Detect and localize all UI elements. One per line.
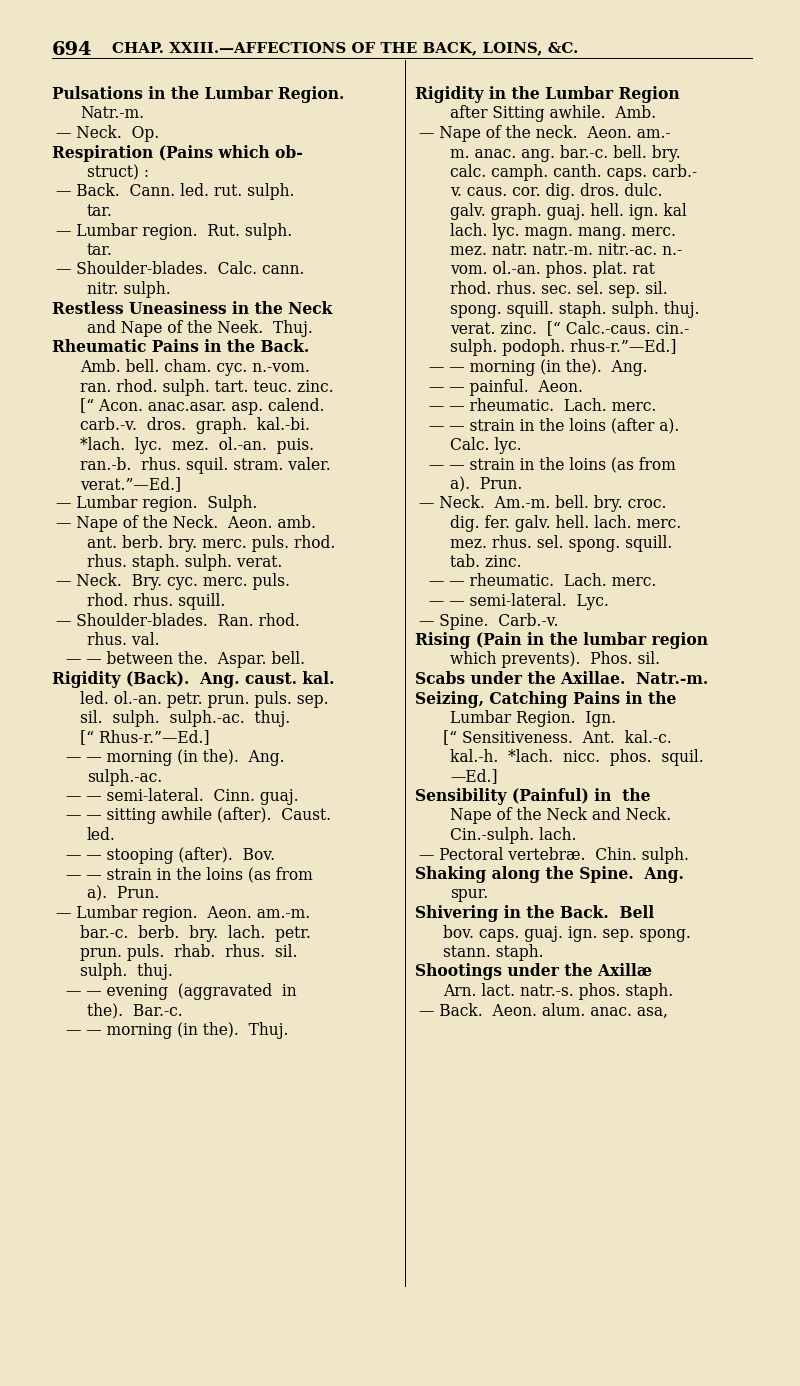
Text: — — morning (in the).  Ang.: — — morning (in the). Ang. [429,359,648,376]
Text: a).  Prun.: a). Prun. [450,475,522,493]
Text: Amb. bell. cham. cyc. n.-vom.: Amb. bell. cham. cyc. n.-vom. [80,359,310,376]
Text: — — between the.  Aspar. bell.: — — between the. Aspar. bell. [66,651,305,668]
Text: — Back.  Cann. led. rut. sulph.: — Back. Cann. led. rut. sulph. [56,183,294,201]
Text: Respiration (Pains which ob-: Respiration (Pains which ob- [52,144,302,162]
Text: galv. graph. guaj. hell. ign. kal: galv. graph. guaj. hell. ign. kal [450,202,686,220]
Text: Rheumatic Pains in the Back.: Rheumatic Pains in the Back. [52,340,310,356]
Text: — Neck.  Am.-m. bell. bry. croc.: — Neck. Am.-m. bell. bry. croc. [419,496,666,513]
Text: dig. fer. galv. hell. lach. merc.: dig. fer. galv. hell. lach. merc. [450,516,682,532]
Text: which prevents).  Phos. sil.: which prevents). Phos. sil. [450,651,660,668]
Text: Sensibility (Painful) in  the: Sensibility (Painful) in the [415,789,650,805]
Text: — — stooping (after).  Bov.: — — stooping (after). Bov. [66,847,275,863]
Text: rhus. staph. sulph. verat.: rhus. staph. sulph. verat. [87,554,282,571]
Text: Pulsations in the Lumbar Region.: Pulsations in the Lumbar Region. [52,86,344,103]
Text: stann. staph.: stann. staph. [443,944,544,960]
Text: and Nape of the Neek.  Thuj.: and Nape of the Neek. Thuj. [87,320,313,337]
Text: vom. ol.-an. phos. plat. rat: vom. ol.-an. phos. plat. rat [450,262,655,279]
Text: v. caus. cor. dig. dros. dulc.: v. caus. cor. dig. dros. dulc. [450,183,662,201]
Text: — — strain in the loins (as from: — — strain in the loins (as from [429,456,676,474]
Text: — — painful.  Aeon.: — — painful. Aeon. [429,378,583,395]
Text: tar.: tar. [87,202,113,220]
Text: — — evening  (aggravated  in: — — evening (aggravated in [66,983,297,1001]
Text: Lumbar Region.  Ign.: Lumbar Region. Ign. [450,710,616,728]
Text: verat.”—Ed.]: verat.”—Ed.] [80,475,181,493]
Text: led.: led. [87,827,116,844]
Text: [“ Sensitiveness.  Ant.  kal.-c.: [“ Sensitiveness. Ant. kal.-c. [443,729,672,747]
Text: — Back.  Aeon. alum. anac. asa,: — Back. Aeon. alum. anac. asa, [419,1002,668,1020]
Text: bar.-c.  berb.  bry.  lach.  petr.: bar.-c. berb. bry. lach. petr. [80,924,311,941]
Text: sulph.  thuj.: sulph. thuj. [80,963,173,980]
Text: spur.: spur. [450,886,488,902]
Text: *lach.  lyc.  mez.  ol.-an.  puis.: *lach. lyc. mez. ol.-an. puis. [80,437,314,455]
Text: Seizing, Catching Pains in the: Seizing, Catching Pains in the [415,690,676,707]
Text: spong. squill. staph. sulph. thuj.: spong. squill. staph. sulph. thuj. [450,301,699,317]
Text: m. anac. ang. bar.-c. bell. bry.: m. anac. ang. bar.-c. bell. bry. [450,144,681,162]
Text: sulph. podoph. rhus-r.”—Ed.]: sulph. podoph. rhus-r.”—Ed.] [450,340,677,356]
Text: — — morning (in the).  Thuj.: — — morning (in the). Thuj. [66,1021,289,1040]
Text: Calc. lyc.: Calc. lyc. [450,437,522,455]
Text: kal.-h.  *lach.  nicc.  phos.  squil.: kal.-h. *lach. nicc. phos. squil. [450,748,704,766]
Text: tab. zinc.: tab. zinc. [450,554,522,571]
Text: a).  Prun.: a). Prun. [87,886,159,902]
Text: Cin.-sulph. lach.: Cin.-sulph. lach. [450,827,577,844]
Text: — — rheumatic.  Lach. merc.: — — rheumatic. Lach. merc. [429,398,656,414]
Text: — Nape of the neck.  Aeon. am.-: — Nape of the neck. Aeon. am.- [419,125,670,141]
Text: Shivering in the Back.  Bell: Shivering in the Back. Bell [415,905,654,922]
Text: mez. natr. natr.-m. nitr.-ac. n.-: mez. natr. natr.-m. nitr.-ac. n.- [450,243,682,259]
Text: Nape of the Neck and Neck.: Nape of the Neck and Neck. [450,808,671,825]
Text: — — sitting awhile (after).  Caust.: — — sitting awhile (after). Caust. [66,808,331,825]
Text: — — strain in the loins (after a).: — — strain in the loins (after a). [429,417,679,434]
Text: —Ed.]: —Ed.] [450,768,498,786]
Text: calc. camph. canth. caps. carb.-: calc. camph. canth. caps. carb.- [450,164,697,182]
Text: nitr. sulph.: nitr. sulph. [87,281,170,298]
Text: rhod. rhus. sec. sel. sep. sil.: rhod. rhus. sec. sel. sep. sil. [450,281,668,298]
Text: — Shoulder-blades.  Ran. rhod.: — Shoulder-blades. Ran. rhod. [56,613,300,629]
Text: — Neck.  Op.: — Neck. Op. [56,125,159,141]
Text: verat. zinc.  [“ Calc.-caus. cin.-: verat. zinc. [“ Calc.-caus. cin.- [450,320,690,337]
Text: [“ Acon. anac.asar. asp. calend.: [“ Acon. anac.asar. asp. calend. [80,398,325,414]
Text: Scabs under the Axillae.  Natr.-m.: Scabs under the Axillae. Natr.-m. [415,671,708,687]
Text: ran. rhod. sulph. tart. teuc. zinc.: ran. rhod. sulph. tart. teuc. zinc. [80,378,334,395]
Text: — Lumbar region.  Rut. sulph.: — Lumbar region. Rut. sulph. [56,223,292,240]
Text: ant. berb. bry. merc. puls. rhod.: ant. berb. bry. merc. puls. rhod. [87,535,335,552]
Text: — Neck.  Bry. cyc. merc. puls.: — Neck. Bry. cyc. merc. puls. [56,574,290,590]
Text: Rigidity (Back).  Ang. caust. kal.: Rigidity (Back). Ang. caust. kal. [52,671,334,687]
Text: led. ol.-an. petr. prun. puls. sep.: led. ol.-an. petr. prun. puls. sep. [80,690,329,707]
Text: Rigidity in the Lumbar Region: Rigidity in the Lumbar Region [415,86,680,103]
Text: — Pectoral vertebræ.  Chin. sulph.: — Pectoral vertebræ. Chin. sulph. [419,847,689,863]
Text: — Nape of the Neck.  Aeon. amb.: — Nape of the Neck. Aeon. amb. [56,516,316,532]
Text: Arn. lact. natr.-s. phos. staph.: Arn. lact. natr.-s. phos. staph. [443,983,674,1001]
Text: Natr.-m.: Natr.-m. [80,105,144,122]
Text: 694: 694 [52,42,93,60]
Text: — Shoulder-blades.  Calc. cann.: — Shoulder-blades. Calc. cann. [56,262,305,279]
Text: — — morning (in the).  Ang.: — — morning (in the). Ang. [66,748,285,766]
Text: carb.-v.  dros.  graph.  kal.-bi.: carb.-v. dros. graph. kal.-bi. [80,417,310,434]
Text: bov. caps. guaj. ign. sep. spong.: bov. caps. guaj. ign. sep. spong. [443,924,691,941]
Text: sulph.-ac.: sulph.-ac. [87,768,162,786]
Text: rhus. val.: rhus. val. [87,632,160,649]
Text: Shaking along the Spine.  Ang.: Shaking along the Spine. Ang. [415,866,684,883]
Text: — — strain in the loins (as from: — — strain in the loins (as from [66,866,313,883]
Text: CHAP. XXIII.—AFFECTIONS OF THE BACK, LOINS, &C.: CHAP. XXIII.—AFFECTIONS OF THE BACK, LOI… [112,42,578,55]
Text: tar.: tar. [87,243,113,259]
Text: mez. rhus. sel. spong. squill.: mez. rhus. sel. spong. squill. [450,535,672,552]
Text: — — semi-lateral.  Lyc.: — — semi-lateral. Lyc. [429,593,609,610]
Text: rhod. rhus. squill.: rhod. rhus. squill. [87,593,226,610]
Text: — Lumbar region.  Sulph.: — Lumbar region. Sulph. [56,496,258,513]
Text: the).  Bar.-c.: the). Bar.-c. [87,1002,182,1020]
Text: — — semi-lateral.  Cinn. guaj.: — — semi-lateral. Cinn. guaj. [66,789,298,805]
Text: lach. lyc. magn. mang. merc.: lach. lyc. magn. mang. merc. [450,223,676,240]
Text: — Lumbar region.  Aeon. am.-m.: — Lumbar region. Aeon. am.-m. [56,905,310,922]
Text: ran.-b.  rhus. squil. stram. valer.: ran.-b. rhus. squil. stram. valer. [80,456,330,474]
Text: Shootings under the Axillæ: Shootings under the Axillæ [415,963,652,980]
Text: Rising (Pain in the lumbar region: Rising (Pain in the lumbar region [415,632,708,649]
Text: [“ Rhus-r.”—Ed.]: [“ Rhus-r.”—Ed.] [80,729,210,747]
Text: Restless Uneasiness in the Neck: Restless Uneasiness in the Neck [52,301,332,317]
Text: sil.  sulph.  sulph.-ac.  thuj.: sil. sulph. sulph.-ac. thuj. [80,710,290,728]
Text: — — rheumatic.  Lach. merc.: — — rheumatic. Lach. merc. [429,574,656,590]
Text: struct) :: struct) : [87,164,149,182]
Text: after Sitting awhile.  Amb.: after Sitting awhile. Amb. [450,105,656,122]
Text: prun. puls.  rhab.  rhus.  sil.: prun. puls. rhab. rhus. sil. [80,944,298,960]
Text: — Spine.  Carb.-v.: — Spine. Carb.-v. [419,613,558,629]
